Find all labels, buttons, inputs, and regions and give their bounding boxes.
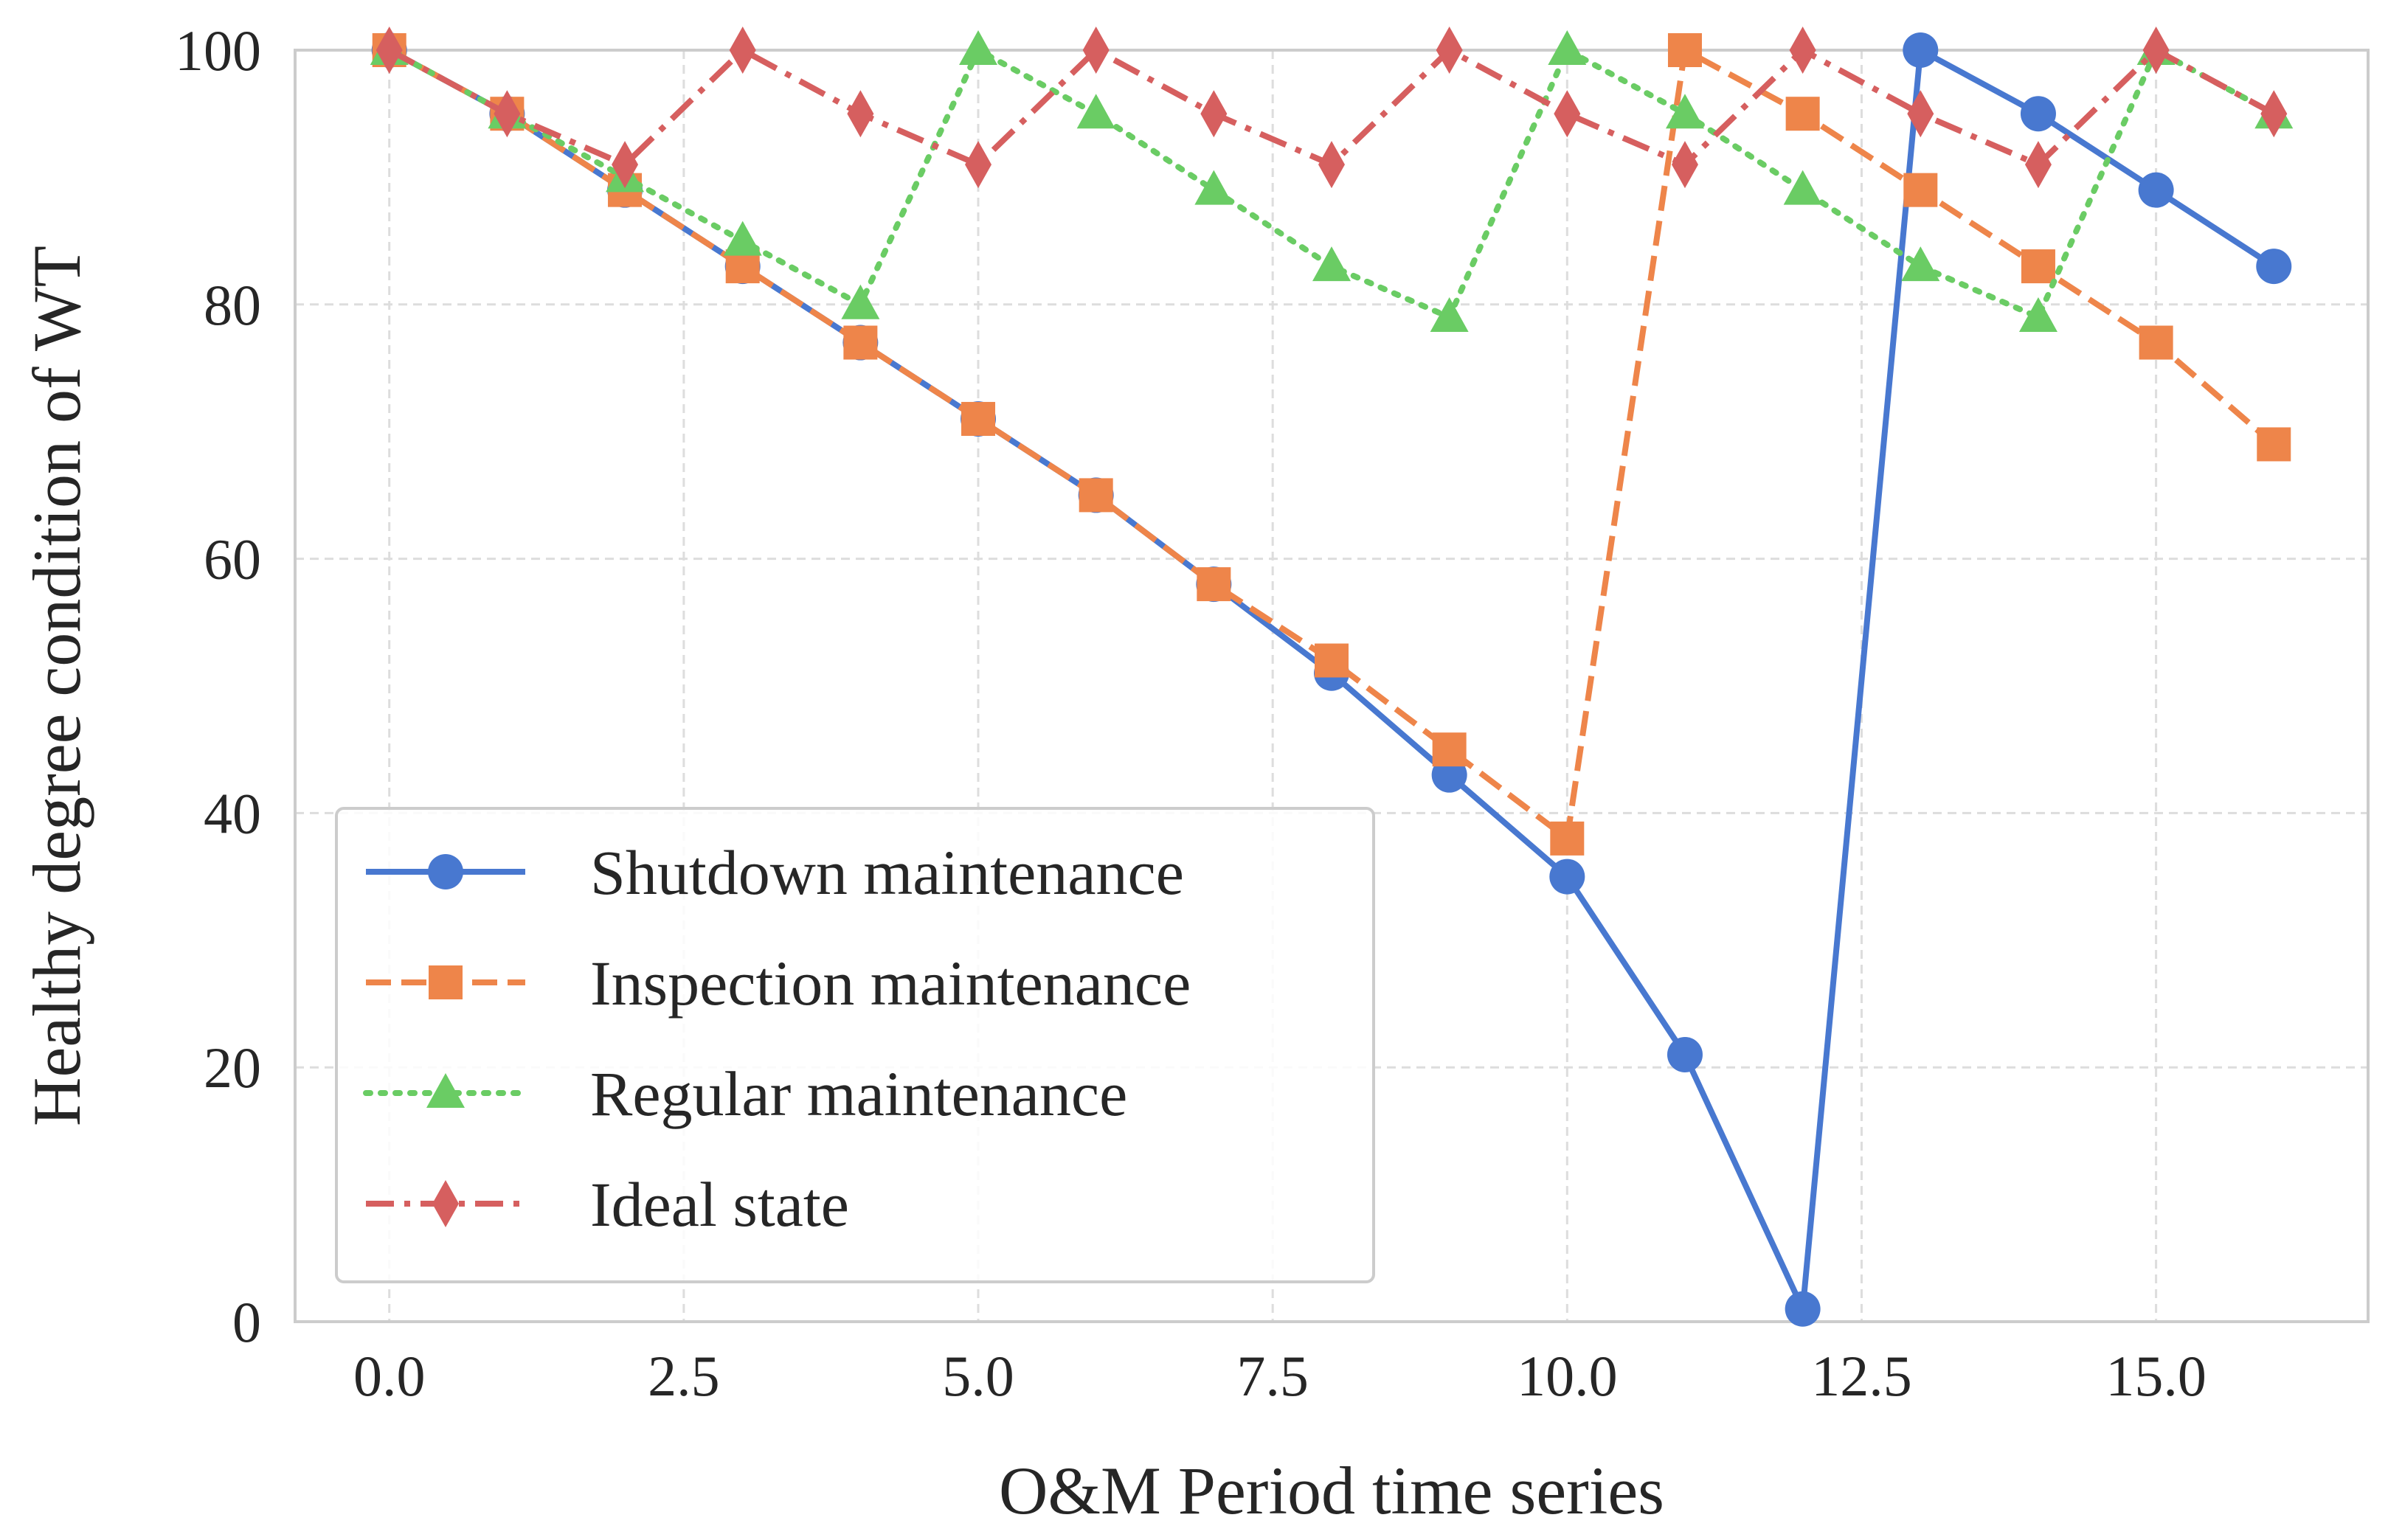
y-tick-label: 60 [204,527,261,592]
data-point [1671,141,1698,189]
y-axis-label: Healthy degree condition of WT [19,246,94,1126]
data-point [2139,325,2173,360]
data-point [1197,567,1231,602]
data-point [1312,246,1351,282]
data-point [1082,27,1110,74]
legend-marker [432,1180,459,1227]
data-point [2257,427,2291,462]
legend: Shutdown maintenance Inspection maintenan… [335,807,1375,1283]
legend-entry: Regular maintenance [363,1058,1127,1129]
plot-frame [294,49,2370,1323]
data-point [843,325,878,360]
data-point [1903,173,1938,207]
series-ideal-state [375,27,2288,189]
series-layer [370,27,2294,1327]
data-point [375,27,403,74]
legend-marker [426,1073,465,1108]
data-point [1548,30,1587,65]
data-point [1785,97,1820,131]
y-tick-label: 20 [204,1036,261,1100]
y-tick-label: 100 [175,18,261,83]
x-axis-label: O&M Period time series [999,1453,1664,1528]
data-point [1907,90,1934,138]
data-point [1550,821,1585,856]
data-point [729,27,756,74]
data-point [965,141,992,189]
data-point [2256,249,2292,285]
data-point [1200,90,1228,138]
data-point [1554,90,1581,138]
y-tick-label: 80 [204,273,261,337]
y-tick-labels: 0 20 40 60 80 100 [175,18,261,1354]
data-point [1076,94,1115,129]
data-point [1079,478,1113,513]
data-point [2018,297,2058,333]
legend-label: Inspection maintenance [590,948,1191,1019]
legend-label: Regular maintenance [590,1058,1127,1129]
data-point [1901,246,1940,282]
legend-marker [429,965,463,999]
data-point [1430,297,1469,333]
legend-label: Ideal state [590,1169,849,1240]
data-point [1667,1036,1703,1072]
x-tick-labels: 0.0 2.5 5.0 7.5 10.0 12.5 15.0 [353,1344,2207,1408]
data-point [1789,27,1816,74]
data-point [1783,170,1822,205]
legend-entries: Shutdown maintenance Inspection maintenan… [363,837,1191,1240]
data-point [1903,32,1939,68]
x-tick-label: 7.5 [1236,1344,1309,1408]
data-point [1432,732,1467,767]
x-tick-label: 2.5 [648,1344,720,1408]
data-point [959,30,998,65]
data-point [494,90,521,138]
data-point [612,141,639,189]
data-point [1436,27,1463,74]
legend-marker [428,854,463,889]
legend-entry: Shutdown maintenance [366,837,1184,908]
legend-box [335,807,1375,1283]
data-point [2138,172,2174,208]
data-point [2021,249,2055,284]
y-tick-label: 0 [232,1290,261,1354]
data-point [2142,27,2170,74]
data-point [2024,141,2052,189]
legend-entry: Ideal state [366,1169,849,1240]
x-tick-label: 15.0 [2105,1344,2207,1408]
data-point [961,401,996,436]
data-point [1318,141,1345,189]
data-point [723,221,762,256]
x-tick-label: 10.0 [1517,1344,1618,1408]
series-line [387,47,2276,842]
x-tick-label: 5.0 [942,1344,1014,1408]
data-point [2020,96,2056,132]
data-point [847,90,874,138]
y-tick-label: 40 [204,781,261,845]
data-point [2260,90,2288,138]
x-tick-label: 12.5 [1811,1344,1912,1408]
data-point [1549,859,1585,895]
data-point [1785,1291,1821,1327]
legend-entry: Inspection maintenance [366,948,1191,1019]
data-point [841,284,880,319]
data-point [1667,33,1702,67]
x-tick-label: 0.0 [353,1344,426,1408]
legend-label: Shutdown maintenance [590,837,1184,908]
data-point [1315,643,1349,678]
data-point [1665,94,1704,129]
data-point [1194,170,1233,205]
